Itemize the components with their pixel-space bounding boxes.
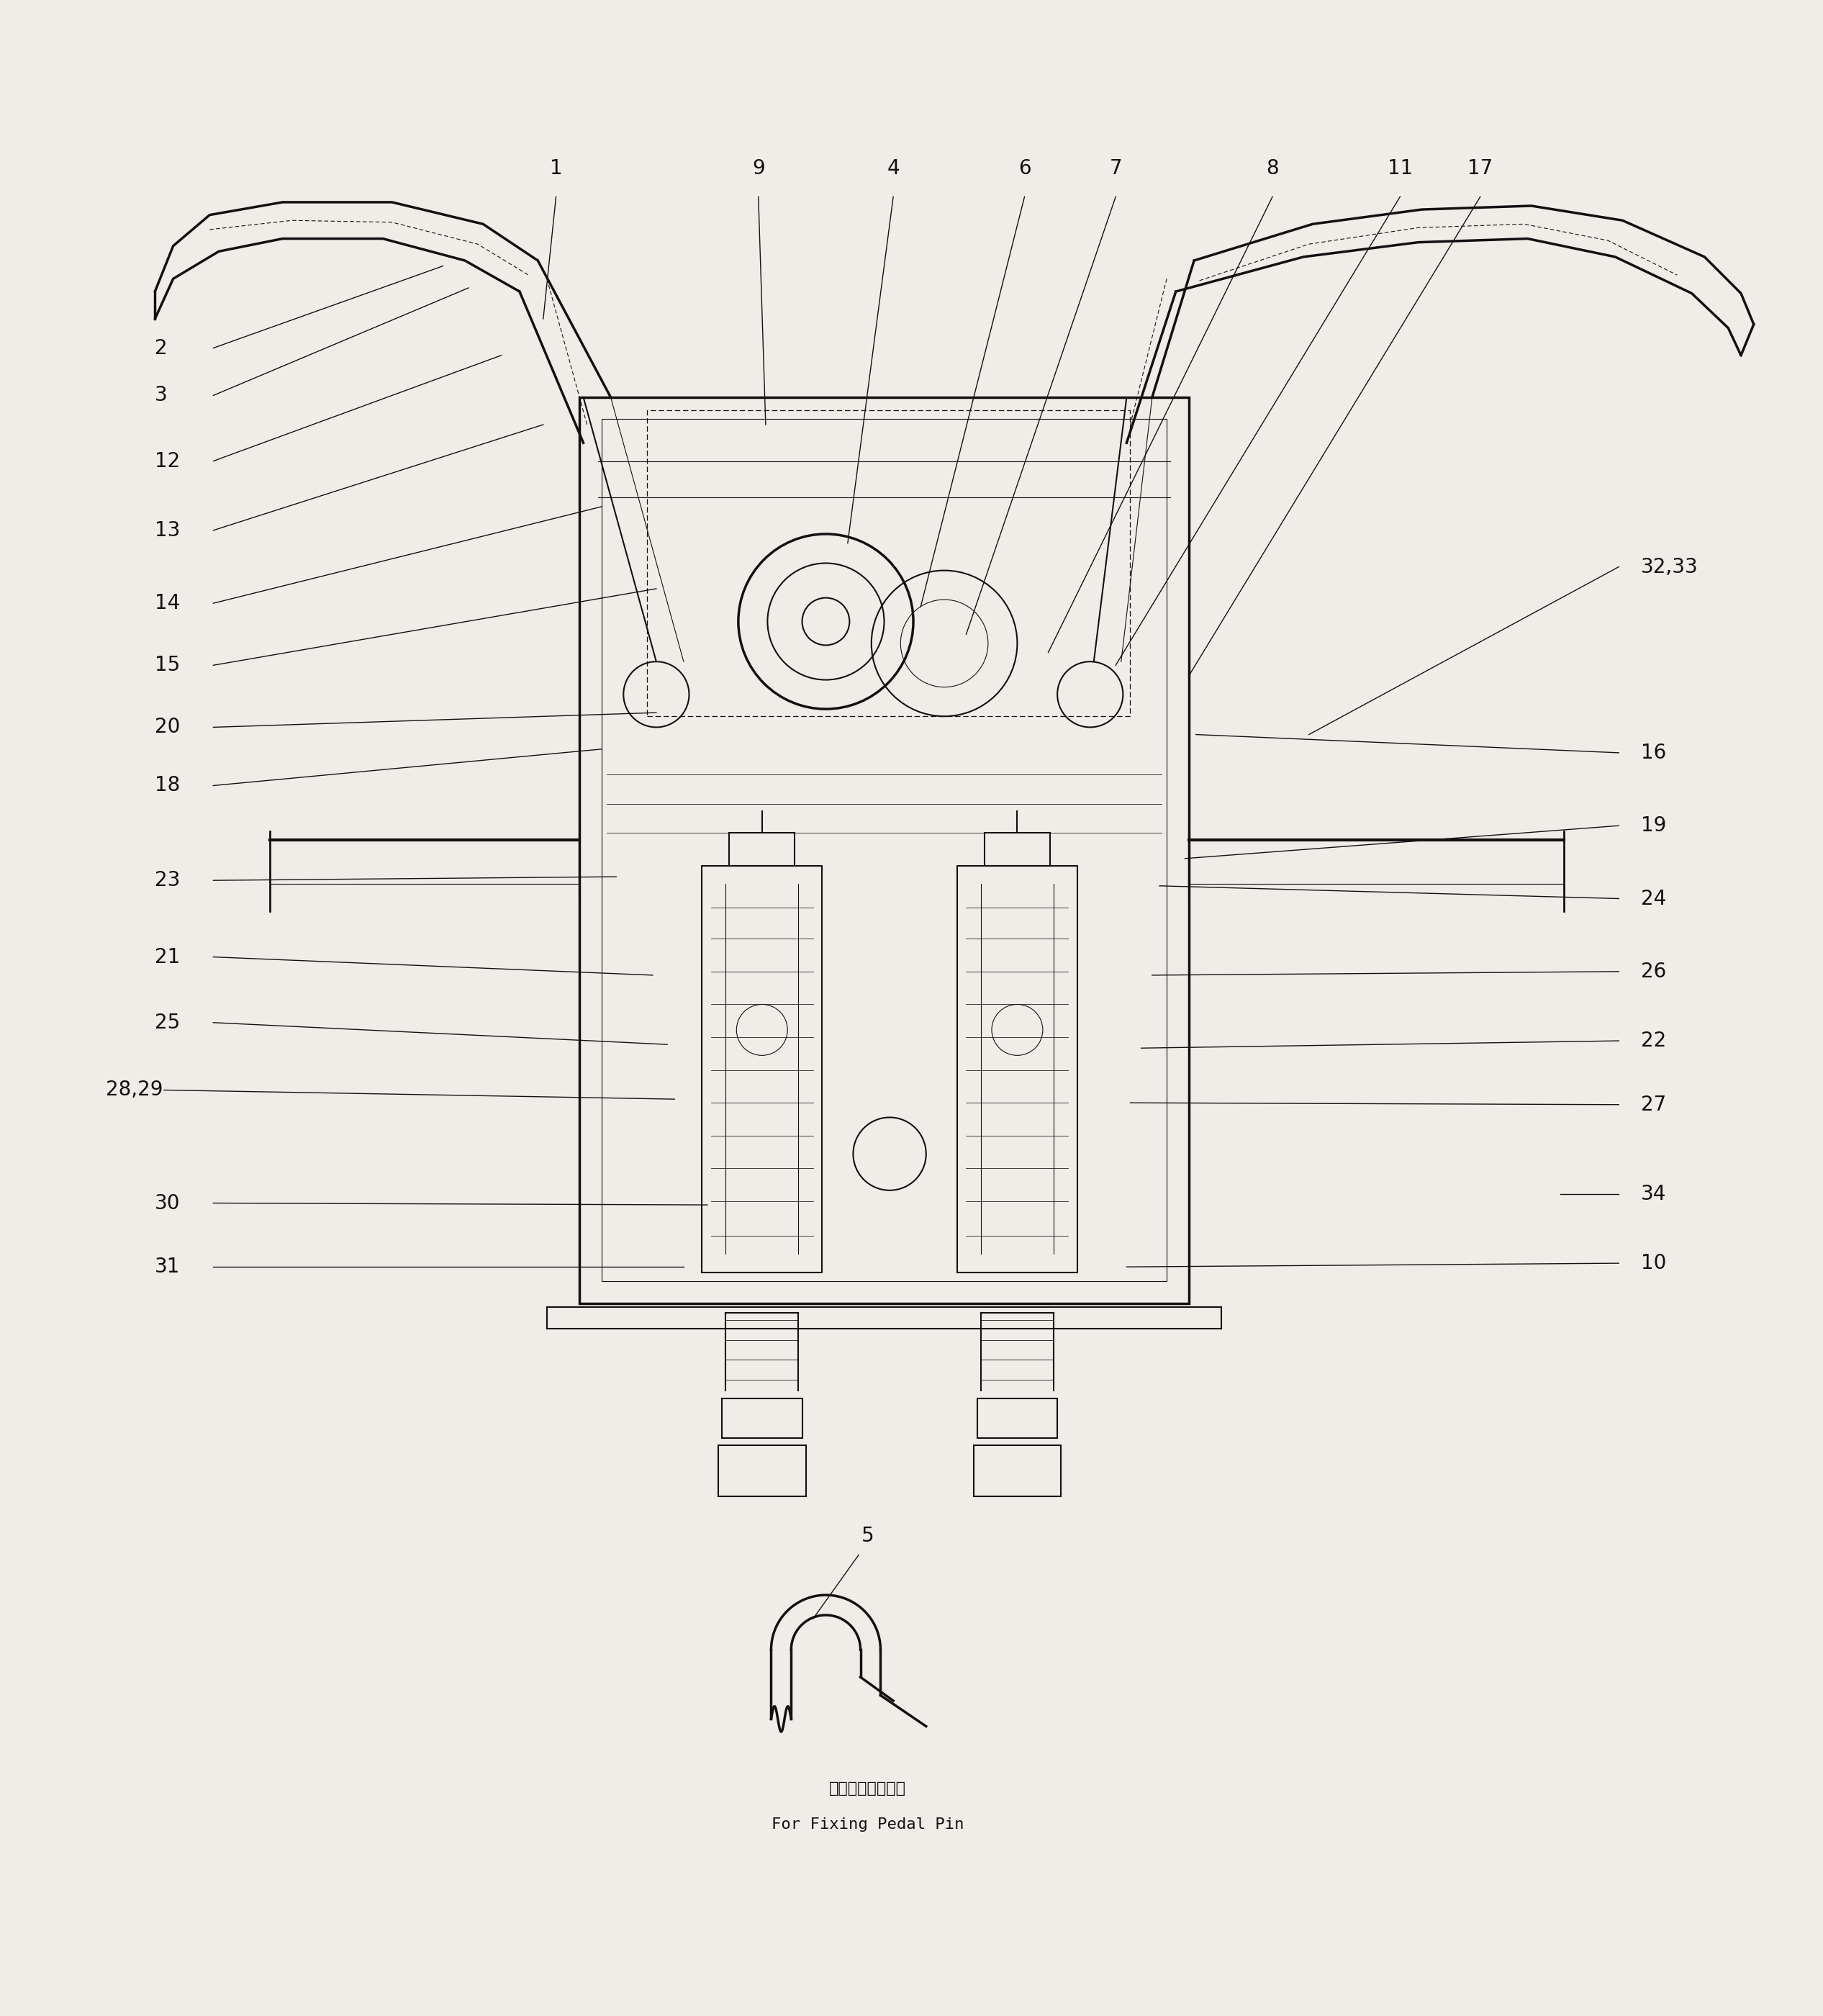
Text: 28,29: 28,29 <box>106 1081 162 1101</box>
Bar <box>602 419 1167 1282</box>
Text: 30: 30 <box>155 1193 180 1214</box>
Text: 19: 19 <box>1641 816 1666 837</box>
Text: 15: 15 <box>155 655 180 675</box>
Text: 3: 3 <box>155 385 168 405</box>
Text: 4: 4 <box>888 159 899 179</box>
Text: ペダルピン固定用: ペダルピン固定用 <box>829 1780 906 1796</box>
Text: 17: 17 <box>1468 159 1493 179</box>
Text: 6: 6 <box>1019 159 1030 179</box>
Bar <box>984 833 1050 865</box>
Text: 7: 7 <box>1110 159 1121 179</box>
Text: 22: 22 <box>1641 1030 1666 1050</box>
Text: 12: 12 <box>155 452 180 472</box>
Text: 20: 20 <box>155 718 180 738</box>
Text: 2: 2 <box>155 339 168 359</box>
Bar <box>722 1399 802 1437</box>
Bar <box>718 1445 806 1496</box>
Text: 24: 24 <box>1641 889 1666 909</box>
Text: 27: 27 <box>1641 1095 1666 1115</box>
Text: 10: 10 <box>1641 1254 1666 1274</box>
Text: 25: 25 <box>155 1012 180 1032</box>
Bar <box>973 1445 1061 1496</box>
Text: 21: 21 <box>155 948 180 968</box>
Text: 8: 8 <box>1267 159 1278 179</box>
Text: 11: 11 <box>1387 159 1413 179</box>
Text: 9: 9 <box>751 159 766 179</box>
Text: 26: 26 <box>1641 962 1666 982</box>
Text: 23: 23 <box>155 871 180 891</box>
Bar <box>580 397 1189 1302</box>
Text: 16: 16 <box>1641 742 1666 762</box>
Text: 32,33: 32,33 <box>1641 556 1697 577</box>
Text: 13: 13 <box>155 520 180 540</box>
Text: For Fixing Pedal Pin: For Fixing Pedal Pin <box>771 1818 964 1833</box>
Bar <box>729 833 795 865</box>
Text: 18: 18 <box>155 776 180 796</box>
Bar <box>977 1399 1057 1437</box>
Text: 34: 34 <box>1641 1183 1666 1204</box>
Text: 14: 14 <box>155 593 180 613</box>
Text: 5: 5 <box>862 1526 873 1546</box>
Text: 1: 1 <box>551 159 561 179</box>
Text: 31: 31 <box>155 1256 180 1276</box>
